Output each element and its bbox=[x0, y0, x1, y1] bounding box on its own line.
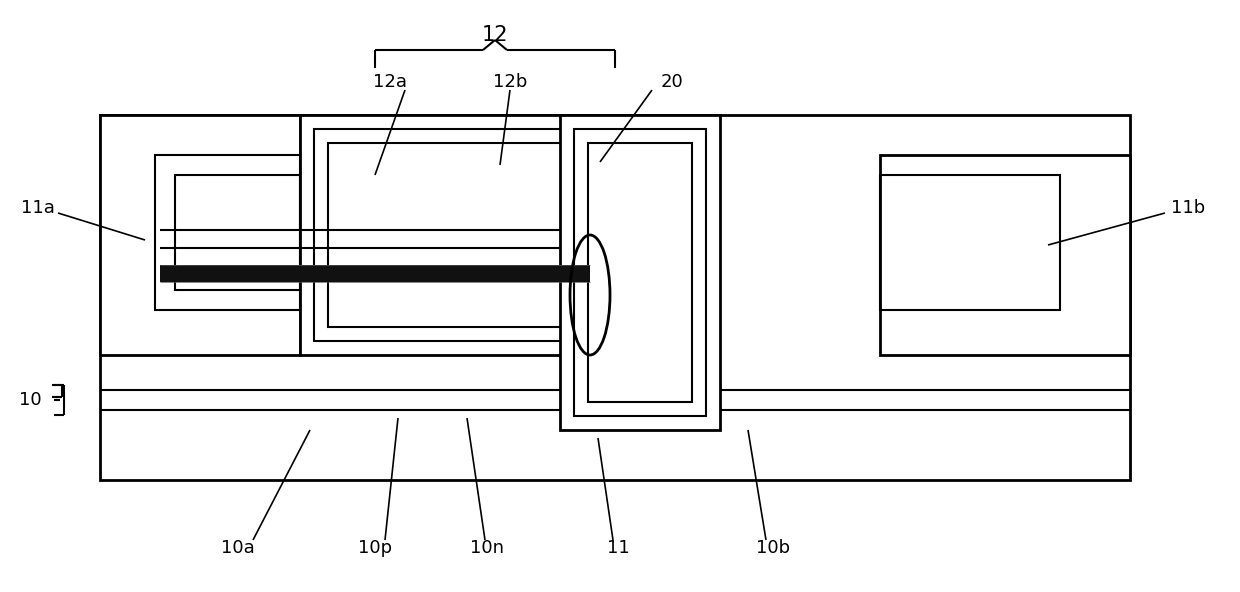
Bar bbox=[175, 175, 300, 290]
Bar bbox=[155, 155, 300, 310]
Text: 10a: 10a bbox=[221, 539, 255, 557]
Text: 11: 11 bbox=[606, 539, 630, 557]
Text: 10p: 10p bbox=[358, 539, 392, 557]
Text: 12: 12 bbox=[482, 25, 508, 45]
Text: 11a: 11a bbox=[21, 199, 55, 217]
Text: 10n: 10n bbox=[470, 539, 503, 557]
Text: 12b: 12b bbox=[492, 73, 527, 91]
Text: 10: 10 bbox=[19, 391, 41, 409]
Text: 11b: 11b bbox=[1171, 199, 1205, 217]
Text: 10b: 10b bbox=[756, 539, 790, 557]
Bar bbox=[160, 265, 590, 282]
Bar bbox=[588, 143, 692, 402]
Text: 20: 20 bbox=[661, 73, 683, 91]
Bar bbox=[100, 115, 300, 355]
Bar bbox=[574, 129, 706, 416]
Bar bbox=[880, 155, 1130, 355]
Bar bbox=[100, 115, 1130, 480]
Text: 12a: 12a bbox=[373, 73, 407, 91]
Bar bbox=[560, 115, 720, 430]
Bar bbox=[314, 129, 590, 341]
Bar bbox=[329, 143, 590, 327]
Bar bbox=[880, 175, 1060, 310]
Bar bbox=[300, 115, 590, 355]
